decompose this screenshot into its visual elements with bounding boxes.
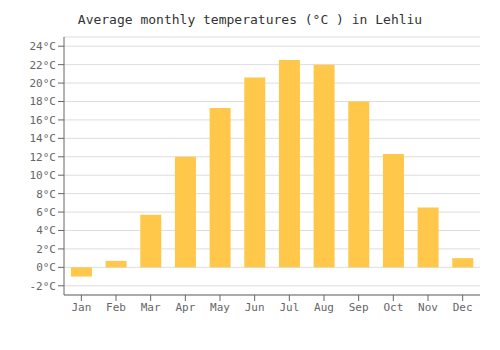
svg-text:18°C: 18°C <box>30 95 57 108</box>
svg-text:Dec: Dec <box>453 301 473 314</box>
svg-text:6°C: 6°C <box>36 206 56 219</box>
svg-text:Jan: Jan <box>71 301 91 314</box>
svg-text:Apr: Apr <box>175 301 195 314</box>
svg-text:2°C: 2°C <box>36 243 56 256</box>
svg-text:12°C: 12°C <box>30 151 57 164</box>
html-text:Average monthly temperatures (: Average monthly temperatures (°C ) in Le… <box>77 12 423 27</box>
svg-text:22°C: 22°C <box>30 59 57 72</box>
svg-text:24°C: 24°C <box>30 40 57 53</box>
svg-text:Mar: Mar <box>141 301 161 314</box>
svg-text:14°C: 14°C <box>30 132 57 145</box>
svg-text:10°C: 10°C <box>30 169 57 182</box>
svg-text:-2°C: -2°C <box>30 280 57 293</box>
svg-text:Jun: Jun <box>245 301 265 314</box>
svg-text:Feb: Feb <box>106 301 126 314</box>
svg-text:20°C: 20°C <box>30 77 57 90</box>
svg-text:Aug: Aug <box>314 301 334 314</box>
svg-text:8°C: 8°C <box>36 188 56 201</box>
svg-text:0°C: 0°C <box>36 261 56 274</box>
svg-text:4°C: 4°C <box>36 224 56 237</box>
svg-text:May: May <box>210 301 230 314</box>
svg-text:Jul: Jul <box>279 301 299 314</box>
svg-text:Nov: Nov <box>418 301 438 314</box>
svg-text:16°C: 16°C <box>30 114 57 127</box>
svg-text:Oct: Oct <box>383 301 403 314</box>
svg-text:Sep: Sep <box>349 301 369 314</box>
